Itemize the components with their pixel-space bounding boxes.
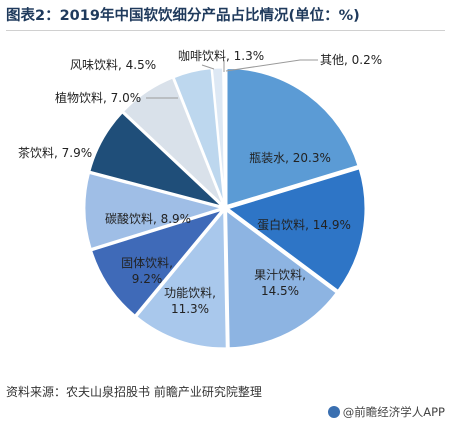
slice-label-3: 果汁饮料, 14.5% bbox=[254, 268, 306, 298]
title-divider bbox=[6, 30, 445, 31]
pie-chart: 瓶装水, 20.3% 蛋白饮料, 14.9% 果汁饮料, 14.5% 功能饮料, 11.3… bbox=[0, 36, 451, 376]
pie-slice-5 bbox=[89, 207, 226, 318]
pie-slice-7 bbox=[88, 110, 224, 208]
slice-label-11: 其他, 0.2% bbox=[320, 53, 382, 67]
pie-slice-6 bbox=[83, 171, 227, 251]
slice-label-5: 固体饮料, 9.2% bbox=[121, 256, 173, 286]
slice-label-6: 碳酸饮料, 8.9% bbox=[105, 211, 191, 226]
brand-logo-icon bbox=[327, 406, 340, 418]
leader-line-11 bbox=[225, 59, 318, 72]
leader-line-9 bbox=[201, 64, 215, 70]
slice-label-4: 功能饮料, 11.3% bbox=[164, 286, 216, 316]
slice-label-1: 瓶装水, 20.3% bbox=[249, 151, 331, 165]
pie-slice-3 bbox=[225, 208, 339, 350]
pie-slices bbox=[83, 66, 367, 350]
slice-label-10: 咖啡饮料, 1.3% bbox=[178, 48, 264, 63]
brand-credit-text: @前瞻经济学人APP bbox=[342, 405, 445, 419]
brand-credit: @前瞻经济学人APP bbox=[327, 404, 445, 420]
slice-label-7: 茶饮料, 7.9% bbox=[18, 145, 92, 160]
pie-slice-1 bbox=[225, 66, 360, 208]
chart-title: 图表2：2019年中国软饮细分产品占比情况(单位：%) bbox=[6, 8, 360, 24]
source-note: 资料来源：农夫山泉招股书 前瞻产业研究院整理 bbox=[6, 385, 262, 399]
slice-label-9: 风味饮料, 4.5% bbox=[70, 58, 156, 72]
slice-label-8: 植物饮料, 7.0% bbox=[55, 90, 141, 105]
pie-slice-4 bbox=[134, 207, 228, 350]
slice-label-2: 蛋白饮料, 14.9% bbox=[257, 217, 351, 232]
pie-slice-2 bbox=[225, 167, 367, 293]
pie-chart-svg: 瓶装水, 20.3% 蛋白饮料, 14.9% 果汁饮料, 14.5% 功能饮料, 11.3… bbox=[18, 48, 382, 350]
